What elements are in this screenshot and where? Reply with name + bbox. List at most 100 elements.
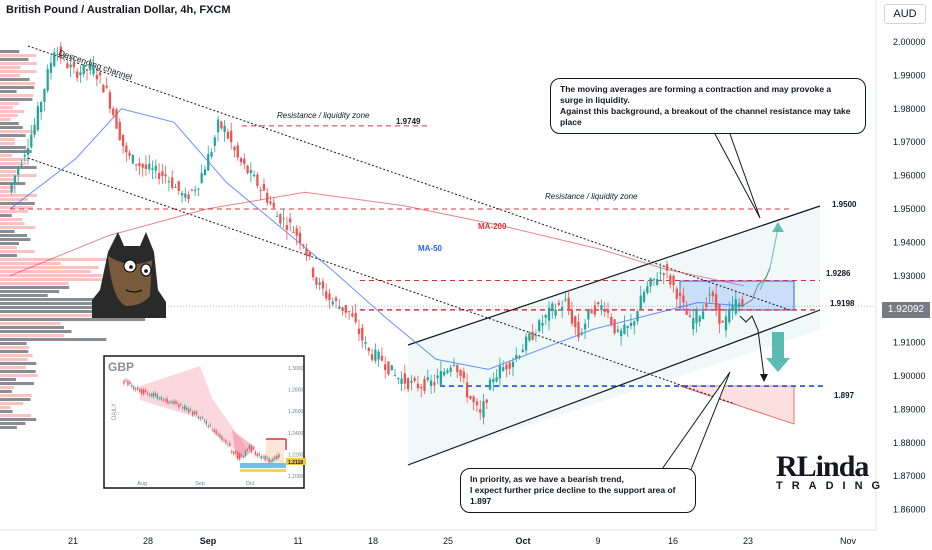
- candle-body: [249, 169, 252, 174]
- inset-side-label: DAILY: [112, 403, 118, 420]
- descending-channel-lower: [27, 157, 736, 405]
- candle-body: [544, 314, 547, 318]
- ma200-label: MA-200: [478, 222, 507, 231]
- logo-top-text: RLinda: [776, 450, 869, 483]
- inset-candle-body: [235, 451, 237, 454]
- volume-bar: [0, 414, 31, 417]
- volume-bar: [0, 342, 27, 345]
- inset-candle-body: [184, 405, 186, 410]
- volume-bar: [0, 390, 12, 393]
- candle-body: [308, 252, 311, 257]
- bullish-arrow-head-icon: [772, 222, 784, 232]
- ascending-channel-upper: [407, 205, 821, 346]
- volume-bar: [0, 110, 25, 113]
- candle-body: [367, 348, 370, 351]
- volume-bar: [0, 218, 23, 221]
- candle-body: [492, 378, 495, 383]
- inset-candle-body: [213, 429, 215, 432]
- inset-candle-body: [123, 380, 125, 384]
- candle-body: [190, 189, 194, 191]
- candle-body: [646, 286, 649, 293]
- candle-body: [524, 336, 528, 351]
- inset-candle-body: [197, 416, 200, 419]
- x-tick-label: 18: [368, 536, 378, 546]
- candle-body: [610, 316, 613, 325]
- level-1920-label: 1.9198: [830, 299, 855, 308]
- inset-chart: GBP DAILY 1.3000 1.2800 1.2600 1.2400 1.2200…: [103, 355, 306, 489]
- volume-bar: [0, 50, 20, 53]
- inset-candle-body: [244, 451, 247, 456]
- candle-body: [128, 152, 131, 156]
- candle-body: [282, 218, 285, 220]
- candle-body: [731, 305, 734, 311]
- candle-body: [357, 328, 361, 335]
- inset-candle-body: [242, 456, 245, 458]
- volume-bar: [0, 130, 37, 133]
- ma50-label: MA-50: [418, 244, 443, 253]
- candle-body: [426, 377, 429, 380]
- candle-body: [554, 309, 557, 316]
- candle-body: [112, 108, 115, 116]
- candle-body: [187, 194, 190, 200]
- candle-body: [446, 370, 449, 373]
- candle-body: [161, 171, 164, 176]
- inset-candle-body: [138, 389, 141, 392]
- candle-body: [741, 299, 744, 307]
- inset-candle-body: [193, 411, 196, 414]
- volume-bar: [0, 90, 17, 93]
- x-tick-label: 21: [68, 536, 78, 546]
- candle-body: [252, 174, 256, 177]
- current-price-tag: 1.92092: [882, 302, 930, 318]
- candle-body: [675, 288, 678, 299]
- candle-body: [275, 215, 279, 217]
- volume-bar: [0, 394, 32, 397]
- candle-body: [583, 323, 587, 330]
- candle-body: [49, 62, 53, 73]
- candle-body: [216, 119, 220, 133]
- candle-body: [144, 164, 148, 169]
- top-callout-line-1: The moving averages are forming a contra…: [560, 84, 832, 105]
- volume-bar: [0, 302, 139, 305]
- inset-candle-body: [254, 451, 257, 455]
- inset-candle-body: [133, 386, 135, 390]
- candle-body: [102, 84, 105, 93]
- y-tick-label: 1.97000: [893, 137, 926, 147]
- inset-candle-body: [160, 397, 162, 400]
- candle-body: [629, 322, 633, 327]
- x-tick-label: Sep: [200, 536, 217, 546]
- candle-body: [233, 146, 236, 151]
- candle-body: [600, 305, 603, 311]
- candle-body: [636, 311, 639, 322]
- inset-candle-body: [146, 392, 149, 395]
- candle-body: [557, 302, 561, 305]
- inset-candle-body: [178, 404, 180, 408]
- candle-body: [239, 158, 243, 163]
- inset-y-tick: 1.2200: [288, 452, 304, 458]
- candle-body: [62, 55, 66, 58]
- candle-body: [623, 324, 626, 334]
- candle-body: [39, 102, 43, 113]
- inset-candle-body: [189, 409, 192, 411]
- inset-candle-body: [127, 380, 129, 386]
- inset-candle-body: [227, 444, 229, 446]
- volume-bar: [0, 66, 21, 69]
- volume-bar: [0, 354, 33, 357]
- volume-bar: [0, 106, 13, 109]
- volume-bar: [0, 154, 12, 157]
- volume-bar: [0, 70, 37, 73]
- level-1897-label: 1.897: [834, 391, 855, 400]
- candle-body: [603, 309, 606, 312]
- volume-bar: [0, 310, 131, 313]
- inset-candle-body: [268, 458, 270, 463]
- volume-bar: [0, 122, 19, 125]
- currency-button[interactable]: AUD: [884, 4, 926, 24]
- y-tick-label: 1.88000: [893, 438, 926, 448]
- candle-body: [374, 349, 377, 361]
- inset-y-tick: 1.2600: [288, 409, 304, 415]
- candle-body: [662, 273, 665, 275]
- candle-body: [672, 275, 675, 286]
- volume-bar: [0, 74, 21, 77]
- volume-bar: [0, 346, 30, 349]
- price-axis[interactable]: [876, 0, 932, 550]
